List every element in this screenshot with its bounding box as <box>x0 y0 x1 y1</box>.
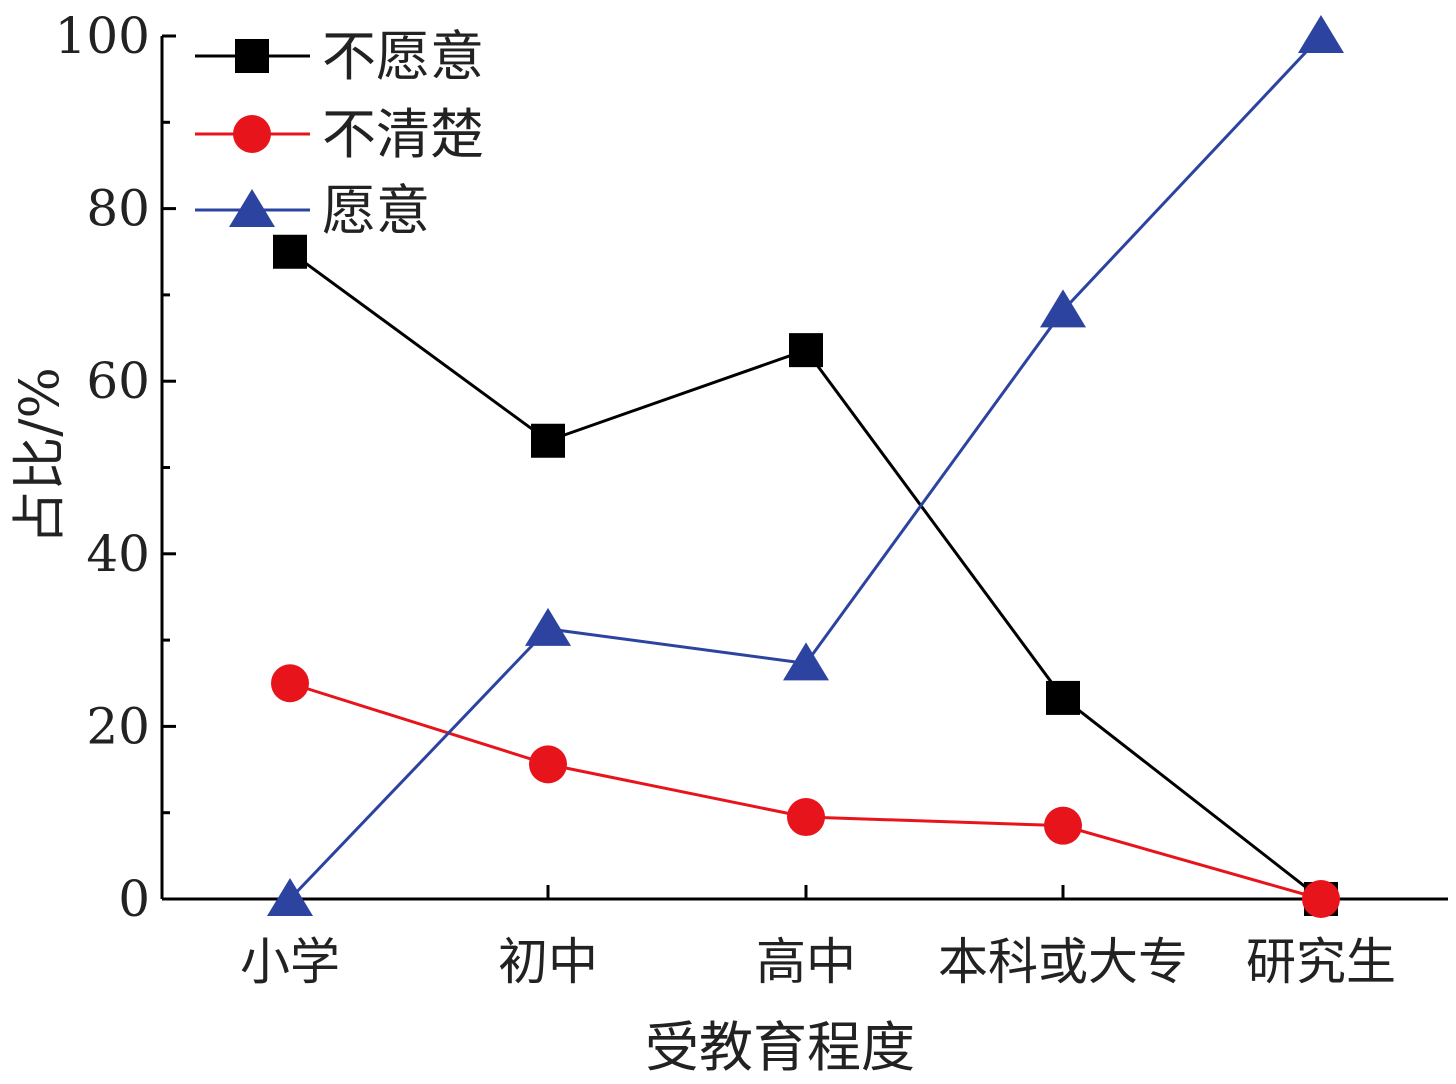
series-3 <box>267 15 1344 916</box>
y-tick-label: 100 <box>55 7 150 65</box>
y-tick-label: 60 <box>86 352 150 410</box>
y-tick-label: 20 <box>86 697 150 755</box>
x-tick-label: 本科或大专 <box>938 933 1188 991</box>
legend-item: 愿意 <box>195 179 430 242</box>
series-group <box>267 15 1344 918</box>
legend-marker <box>233 115 271 153</box>
y-tick-label: 80 <box>86 180 150 238</box>
series-2 <box>271 664 1340 918</box>
legend-label: 不愿意 <box>322 25 484 88</box>
data-point <box>271 664 309 703</box>
series-1 <box>273 234 1338 916</box>
data-point <box>525 607 571 646</box>
axes: 0 20 40 60 80 100 小学 初中 高中 本科或大专 研究生 <box>55 7 1448 991</box>
data-point <box>273 234 307 269</box>
data-point <box>1302 880 1340 918</box>
x-axis-title: 受教育程度 <box>645 1016 915 1079</box>
data-point <box>529 745 567 784</box>
legend-marker <box>229 189 275 227</box>
legend-marker <box>235 39 269 73</box>
data-point <box>1040 289 1086 328</box>
legend-item: 不清楚 <box>195 103 484 166</box>
y-axis-title: 占比/% <box>8 367 71 545</box>
x-tick-label: 小学 <box>240 933 340 991</box>
data-point <box>787 798 825 837</box>
data-point <box>789 333 823 368</box>
y-tick-label: 0 <box>118 870 150 928</box>
data-point <box>1046 680 1080 715</box>
x-tick-label: 高中 <box>756 933 856 991</box>
legend-label: 愿意 <box>322 179 430 242</box>
data-point <box>783 642 829 681</box>
data-point <box>1044 806 1082 845</box>
x-tick-label: 研究生 <box>1246 933 1396 991</box>
data-point <box>267 878 313 916</box>
legend-item: 不愿意 <box>195 25 484 88</box>
y-tick-label: 40 <box>86 525 150 583</box>
data-point <box>531 423 565 458</box>
x-tick-label: 初中 <box>498 933 598 991</box>
legend-label: 不清楚 <box>322 103 484 166</box>
data-point <box>1298 15 1344 53</box>
series-line <box>289 681 1322 901</box>
